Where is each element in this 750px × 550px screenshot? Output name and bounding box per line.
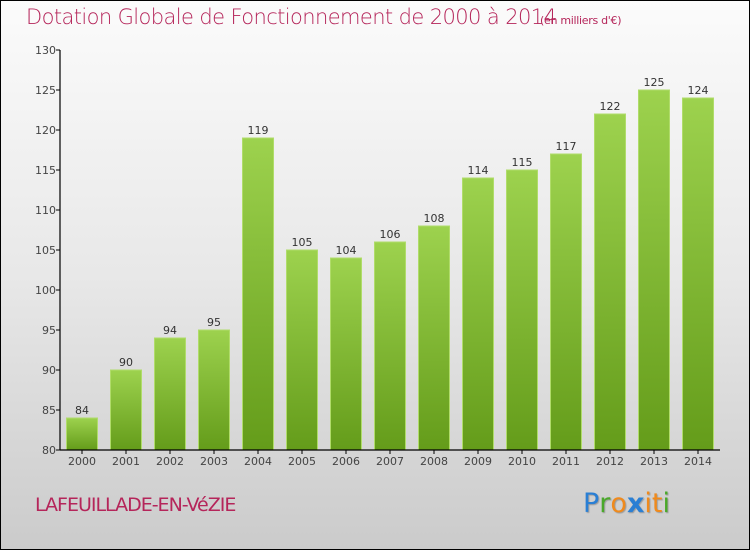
data-label-2009: 114 bbox=[468, 164, 489, 177]
x-tick-label-2002: 2002 bbox=[156, 455, 184, 468]
data-label-2014: 124 bbox=[688, 84, 709, 97]
labels-group: 84 2000 90 2001 94 2002 95 2003 119 2004 105 2005 10… bbox=[35, 44, 712, 468]
x-tick-label-2012: 2012 bbox=[596, 455, 624, 468]
y-tick-label-80: 80 bbox=[42, 444, 56, 457]
axes-group bbox=[56, 49, 720, 454]
y-tick-label-90: 90 bbox=[42, 364, 56, 377]
y-tick-label-120: 120 bbox=[35, 124, 56, 137]
data-label-2005: 105 bbox=[292, 236, 313, 249]
logo-letter: o bbox=[610, 488, 627, 519]
data-label-2010: 115 bbox=[512, 156, 533, 169]
x-tick-label-2014: 2014 bbox=[684, 455, 712, 468]
logo-letter: i bbox=[662, 488, 670, 519]
bar-2005 bbox=[286, 249, 318, 451]
x-tick-label-2000: 2000 bbox=[68, 455, 96, 468]
x-tick-label-2013: 2013 bbox=[640, 455, 668, 468]
bar-2012 bbox=[594, 113, 626, 451]
data-label-2004: 119 bbox=[248, 124, 269, 137]
commune-name: LAFEUILLADE-EN-VéZIE bbox=[35, 494, 236, 516]
bar-2008 bbox=[418, 225, 450, 451]
bar-2011 bbox=[550, 153, 582, 451]
y-tick-label-125: 125 bbox=[35, 84, 56, 97]
y-tick-label-115: 115 bbox=[35, 164, 56, 177]
data-label-2008: 108 bbox=[424, 212, 445, 225]
logo-letter: P bbox=[583, 488, 600, 519]
x-tick-label-2009: 2009 bbox=[464, 455, 492, 468]
proxiti-logo[interactable]: Proxiti bbox=[583, 488, 670, 519]
data-label-2011: 117 bbox=[556, 140, 577, 153]
bar-2003 bbox=[198, 329, 230, 451]
bars-group bbox=[66, 89, 714, 451]
data-label-2003: 95 bbox=[207, 316, 221, 329]
data-label-2000: 84 bbox=[75, 404, 89, 417]
y-tick-label-130: 130 bbox=[35, 44, 56, 57]
y-tick-label-85: 85 bbox=[42, 404, 56, 417]
x-tick-label-2005: 2005 bbox=[288, 455, 316, 468]
x-tick-label-2001: 2001 bbox=[112, 455, 140, 468]
x-tick-label-2011: 2011 bbox=[552, 455, 580, 468]
logo-letter: t bbox=[651, 488, 663, 519]
bar-2002 bbox=[154, 337, 186, 451]
x-tick-label-2004: 2004 bbox=[244, 455, 272, 468]
x-tick-label-2007: 2007 bbox=[376, 455, 404, 468]
chart-title: Dotation Globale de Fonctionnement de 20… bbox=[26, 5, 557, 29]
bar-2013 bbox=[638, 89, 670, 451]
data-label-2012: 122 bbox=[600, 100, 621, 113]
x-tick-label-2008: 2008 bbox=[420, 455, 448, 468]
x-tick-label-2006: 2006 bbox=[332, 455, 360, 468]
chart-subtitle: (en milliers d'€) bbox=[540, 14, 622, 27]
bar-2004 bbox=[242, 137, 274, 451]
y-tick-label-100: 100 bbox=[35, 284, 56, 297]
data-label-2013: 125 bbox=[644, 76, 665, 89]
data-label-2002: 94 bbox=[163, 324, 177, 337]
x-tick-label-2003: 2003 bbox=[200, 455, 228, 468]
bar-2006 bbox=[330, 257, 362, 451]
y-tick-label-105: 105 bbox=[35, 244, 56, 257]
logo-letter: r bbox=[599, 488, 611, 519]
logo-letter: i bbox=[644, 488, 652, 519]
logo-letter: x bbox=[626, 488, 645, 519]
data-label-2006: 104 bbox=[336, 244, 357, 257]
bar-2007 bbox=[374, 241, 406, 451]
y-tick-label-110: 110 bbox=[35, 204, 56, 217]
bar-2009 bbox=[462, 177, 494, 451]
bar-2010 bbox=[506, 169, 538, 451]
data-label-2007: 106 bbox=[380, 228, 401, 241]
bar-2001 bbox=[110, 369, 142, 451]
y-tick-label-95: 95 bbox=[42, 324, 56, 337]
data-label-2001: 90 bbox=[119, 356, 133, 369]
bar-2000 bbox=[66, 417, 98, 451]
bar-2014 bbox=[682, 97, 714, 451]
x-tick-label-2010: 2010 bbox=[508, 455, 536, 468]
